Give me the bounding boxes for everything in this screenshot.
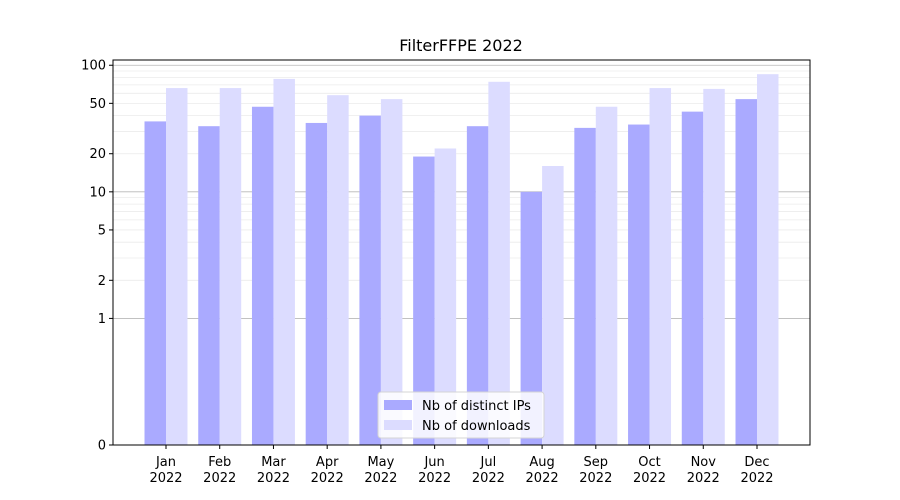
x-tick-label-year: 2022 bbox=[311, 471, 344, 486]
x-tick-label-month: Sep bbox=[584, 455, 609, 470]
bar-downloads bbox=[649, 88, 672, 445]
y-tick-label: 20 bbox=[89, 147, 106, 162]
x-tick-label-month: Jan bbox=[155, 455, 176, 470]
y-tick-label: 50 bbox=[89, 97, 106, 112]
bar-distinct-ips bbox=[305, 122, 328, 445]
x-tick-label-month: May bbox=[367, 455, 394, 470]
bar-distinct-ips bbox=[251, 106, 274, 445]
bar-downloads bbox=[757, 74, 779, 446]
x-tick-label-month: Nov bbox=[691, 455, 717, 470]
x-tick-label-month: Jul bbox=[480, 455, 497, 470]
bar-downloads bbox=[434, 148, 457, 445]
bar-distinct-ips bbox=[413, 156, 435, 446]
x-tick-label-year: 2022 bbox=[257, 471, 290, 486]
x-tick-label-month: Aug bbox=[529, 455, 554, 470]
x-tick-label-year: 2022 bbox=[526, 471, 559, 486]
x-tick-label-month: Dec bbox=[744, 455, 769, 470]
x-tick-label-month: Oct bbox=[638, 455, 660, 470]
bar-downloads bbox=[542, 165, 564, 446]
bar-distinct-ips bbox=[144, 121, 166, 445]
legend-label: Nb of downloads bbox=[422, 419, 531, 434]
bar-downloads bbox=[595, 106, 618, 445]
x-tick-label-year: 2022 bbox=[203, 471, 236, 486]
y-tick-label: 5 bbox=[98, 223, 106, 238]
y-tick-label: 1 bbox=[98, 312, 106, 327]
x-tick-label-month: Mar bbox=[261, 455, 286, 470]
x-tick-label-month: Jun bbox=[423, 455, 444, 470]
bar-distinct-ips bbox=[520, 191, 543, 445]
y-tick-label: 100 bbox=[81, 59, 106, 74]
x-tick-label-year: 2022 bbox=[364, 471, 397, 486]
bar-distinct-ips bbox=[628, 124, 650, 445]
bar-downloads bbox=[703, 88, 725, 445]
bar-distinct-ips bbox=[359, 115, 381, 445]
legend-swatch bbox=[384, 420, 412, 430]
bar-downloads bbox=[380, 99, 403, 445]
bar-downloads bbox=[219, 88, 242, 445]
legend-swatch bbox=[384, 400, 412, 410]
bars-layer bbox=[144, 74, 779, 446]
legend-box bbox=[377, 391, 545, 439]
bar-distinct-ips bbox=[466, 126, 489, 446]
y-tick-label: 0 bbox=[98, 439, 106, 454]
plot-frame bbox=[112, 59, 811, 446]
bar-downloads bbox=[327, 95, 349, 445]
chart-title: FilterFFPE 2022 bbox=[399, 36, 523, 55]
axis-layer: 0125102050100Jan2022Feb2022Mar2022Apr202… bbox=[81, 59, 773, 486]
x-tick-label-year: 2022 bbox=[579, 471, 612, 486]
x-tick-label-year: 2022 bbox=[149, 471, 182, 486]
x-tick-label-year: 2022 bbox=[418, 471, 451, 486]
bar-downloads bbox=[488, 81, 510, 445]
x-tick-label-year: 2022 bbox=[633, 471, 666, 486]
legend-label: Nb of distinct IPs bbox=[422, 399, 531, 414]
bar-distinct-ips bbox=[681, 111, 704, 445]
bar-downloads bbox=[166, 88, 188, 445]
y-tick-label: 2 bbox=[98, 274, 106, 289]
bar-distinct-ips bbox=[735, 99, 757, 445]
legend: Nb of distinct IPs Nb of downloads bbox=[377, 391, 545, 439]
x-tick-label-year: 2022 bbox=[740, 471, 773, 486]
bar-downloads bbox=[273, 78, 295, 445]
bar-distinct-ips bbox=[574, 127, 596, 445]
x-tick-label-month: Feb bbox=[208, 455, 231, 470]
y-tick-label: 10 bbox=[89, 185, 106, 200]
x-tick-label-year: 2022 bbox=[687, 471, 720, 486]
x-tick-label-month: Apr bbox=[316, 455, 339, 470]
bar-distinct-ips bbox=[198, 126, 220, 446]
x-tick-label-year: 2022 bbox=[472, 471, 505, 486]
